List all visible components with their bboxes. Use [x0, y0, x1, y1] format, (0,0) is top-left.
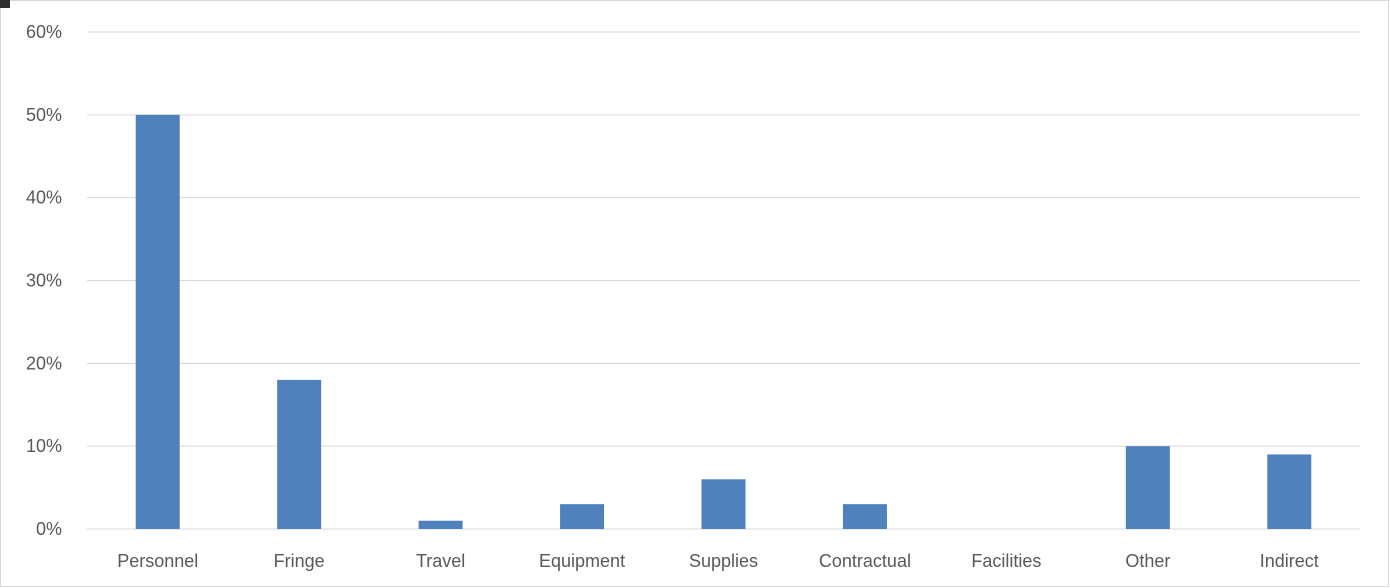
- bar-supplies: [701, 479, 746, 529]
- x-tick-label-travel: Travel: [416, 551, 465, 571]
- bar-travel: [418, 520, 463, 529]
- bar-fringe: [277, 379, 322, 529]
- x-tick-label-other: Other: [1125, 551, 1170, 571]
- bar-other: [1125, 446, 1170, 529]
- bar-indirect: [1267, 454, 1312, 529]
- y-tick-label: 60%: [26, 22, 62, 42]
- bars: [135, 114, 1312, 529]
- x-tick-label-fringe: Fringe: [274, 551, 325, 571]
- y-axis-labels: 0% 10% 20% 30% 40% 50% 60%: [26, 22, 62, 539]
- y-tick-label: 50%: [26, 105, 62, 125]
- x-tick-label-supplies: Supplies: [689, 551, 758, 571]
- y-tick-label: 40%: [26, 188, 62, 208]
- x-tick-label-equipment: Equipment: [539, 551, 625, 571]
- corner-mark: [0, 0, 10, 8]
- y-tick-label: 10%: [26, 436, 62, 456]
- y-tick-label: 30%: [26, 271, 62, 291]
- x-tick-label-facilities: Facilities: [971, 551, 1041, 571]
- x-tick-label-contractual: Contractual: [819, 551, 911, 571]
- bar-personnel: [135, 114, 180, 529]
- bar-equipment: [560, 504, 605, 529]
- x-tick-label-personnel: Personnel: [117, 551, 198, 571]
- y-tick-label: 0%: [36, 519, 62, 539]
- y-tick-label: 20%: [26, 353, 62, 373]
- x-tick-label-indirect: Indirect: [1260, 551, 1319, 571]
- bar-contractual: [842, 504, 887, 529]
- x-axis-labels: Personnel Fringe Travel Equipment Supplies Co…: [117, 551, 1319, 571]
